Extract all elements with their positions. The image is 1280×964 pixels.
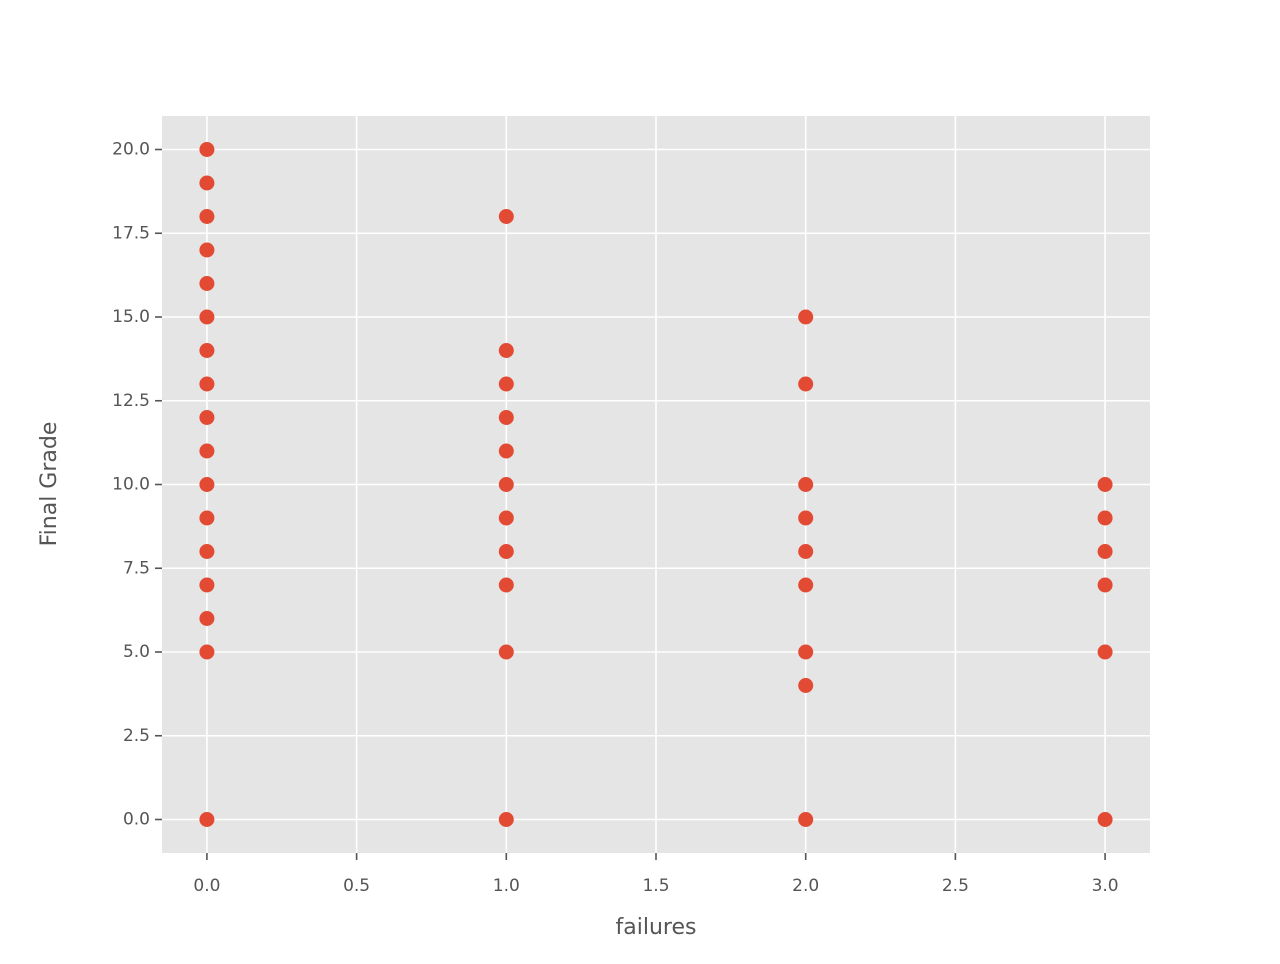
point [498, 376, 514, 392]
point [199, 276, 215, 291]
point [1097, 477, 1113, 492]
point [199, 644, 215, 660]
x-tick-label: 2.5 [942, 876, 969, 896]
point [199, 812, 215, 827]
point [798, 477, 814, 492]
point [798, 678, 814, 693]
y-tick-label: 5.0 [123, 642, 150, 662]
point [498, 510, 514, 526]
point [199, 242, 215, 258]
y-tick-label: 12.5 [112, 391, 150, 411]
y-tick-label: 10.0 [112, 475, 150, 495]
point [498, 343, 514, 358]
point [498, 812, 514, 827]
point [798, 309, 814, 325]
point [498, 477, 514, 492]
point [498, 443, 514, 459]
x-tick-label: 0.0 [193, 876, 220, 896]
point [199, 410, 215, 425]
y-axis-label: Final Grade [37, 422, 62, 547]
y-tick-label: 7.5 [123, 558, 150, 578]
point [798, 812, 814, 827]
x-axis-label: failures [616, 915, 697, 940]
point [199, 209, 215, 224]
point [199, 309, 215, 325]
point [1097, 644, 1113, 660]
x-tick-label: 0.5 [343, 876, 370, 896]
point [1097, 510, 1113, 526]
point [199, 577, 215, 593]
x-tick-label: 3.0 [1092, 876, 1119, 896]
point [199, 376, 215, 392]
point [199, 175, 215, 191]
point [798, 577, 814, 593]
point [199, 544, 215, 559]
point [498, 410, 514, 425]
point [798, 376, 814, 392]
y-tick-label: 0.0 [123, 810, 150, 830]
point [498, 644, 514, 660]
point [498, 544, 514, 559]
y-tick-label: 15.0 [112, 307, 150, 327]
point [798, 510, 814, 526]
x-tick-label: 1.5 [642, 876, 669, 896]
point [199, 142, 215, 157]
point [199, 477, 215, 492]
x-tick-label: 2.0 [792, 876, 819, 896]
point [1097, 812, 1113, 827]
point [798, 644, 814, 660]
x-tick-label: 1.0 [493, 876, 520, 896]
y-tick-label: 17.5 [112, 223, 150, 243]
y-tick-label: 20.0 [112, 140, 150, 160]
point [1097, 544, 1113, 559]
point [498, 577, 514, 593]
point [1097, 577, 1113, 593]
point [498, 209, 514, 224]
point [199, 510, 215, 526]
point [199, 443, 215, 459]
point [199, 611, 215, 626]
y-tick-label: 2.5 [123, 726, 150, 746]
point [798, 544, 814, 559]
point [199, 343, 215, 358]
